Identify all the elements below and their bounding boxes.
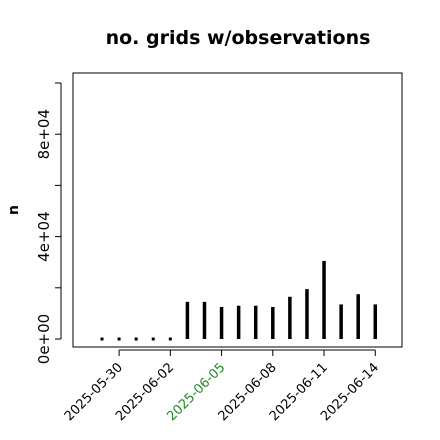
bar [322,260,326,339]
bar [219,307,224,339]
y-axis-label: n [6,205,22,215]
bar [356,294,360,339]
plot-area-frame [72,72,403,348]
bar [271,307,275,339]
bar [100,337,104,341]
bar [134,337,138,341]
y-tick-label: 4e+04 [35,211,53,261]
bar [151,337,155,341]
bar [236,305,241,339]
bar [253,305,258,339]
bars [100,260,378,341]
bar [373,304,378,339]
bar [339,304,343,339]
bar [185,301,190,339]
y-axis: 0e+00 4e+04 8e+04 [35,82,62,364]
chart-title: no. grids w/observations [106,27,371,49]
y-tick-label: 0e+00 [35,314,53,364]
bar [202,301,207,339]
y-tick-label: 8e+04 [35,109,53,159]
bar [305,289,309,339]
bar [288,296,292,339]
bar [168,337,172,341]
x-axis: 2025-05-302025-06-022025-06-052025-06-08… [62,349,382,424]
bar [117,337,121,341]
